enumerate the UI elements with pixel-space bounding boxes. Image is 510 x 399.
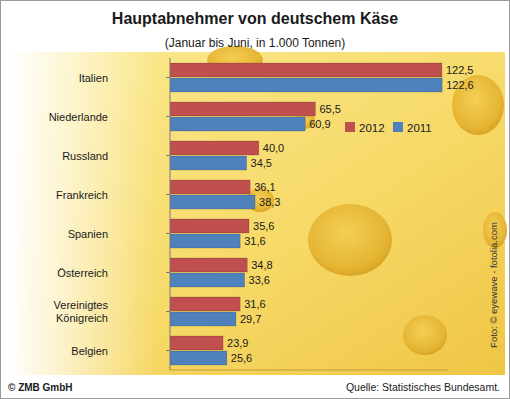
bar [170,63,442,77]
y-tick [166,350,170,351]
source: Quelle: Statistisches Bundesamt. [346,381,500,393]
bar [170,102,315,116]
data-label: 35,6 [253,220,274,232]
category-label: Belgien [71,345,108,357]
photo-credit: Foto: © eyewave - fotolia.com [488,222,499,348]
category-label: Spanien [68,228,108,240]
bars [170,63,442,365]
y-tick [166,116,170,117]
subtitle: (Januar bis Juni, in 1.000 Tonnen) [165,36,346,50]
data-label: 122,6 [446,79,474,91]
legend-label: 2012 [359,122,385,134]
category-label-line: Belgien [71,345,108,357]
category-label: Frankreich [56,189,108,201]
legend-label: 2011 [407,122,432,134]
data-label: 23,9 [227,337,248,349]
category-label-line: Niederlande [49,111,108,123]
data-label: 60,9 [309,118,330,130]
background-photo [8,52,505,375]
cheese-hole [403,315,447,355]
category-label: VereinigtesKönigreich [54,299,109,324]
bar [170,336,223,350]
data-label: 122,5 [446,64,474,76]
y-tick [166,155,170,156]
copyright: © ZMB GmbH [8,382,73,393]
chart: Hauptabnehmer von deutschem Käse (Januar … [0,0,510,399]
bar [170,351,227,365]
bar [170,156,247,170]
data-label: 33,6 [249,274,270,286]
category-label-line: Königreich [56,312,108,324]
background-fade [8,52,158,375]
data-label: 65,5 [319,103,340,115]
y-tick [166,233,170,234]
y-tick [166,77,170,78]
bar [170,312,236,326]
data-label: 31,6 [244,235,265,247]
bar [170,78,442,92]
category-label: Niederlande [49,111,108,123]
y-tick [166,272,170,273]
category-label: Italien [79,72,108,84]
data-label: 36,1 [254,181,275,193]
data-label: 25,6 [231,352,252,364]
x-axis-line [170,370,448,371]
bar [170,258,247,272]
bar [170,117,305,131]
category-label-line: Frankreich [56,189,108,201]
data-label: 40,0 [263,142,284,154]
cheese-hole [308,204,392,276]
data-label: 31,6 [244,298,265,310]
bar [170,273,245,287]
category-label-line: Österreich [57,267,108,279]
title: Hauptabnehmer von deutschem Käse [112,10,398,27]
data-labels: 122,5 65,5 40,0 36,1 35,6 34,8 31,6 23,9 122,6 60… [227,64,474,364]
bar [170,297,240,311]
data-label: 34,5 [251,157,272,169]
data-label: 34,8 [251,259,272,271]
y-axis-line [170,58,171,370]
bar [170,180,250,194]
category-label-line: Italien [79,72,108,84]
category-label-line: Spanien [68,228,108,240]
category-label-line: Vereinigtes [54,299,109,311]
category-label-line: Russland [62,150,108,162]
bar [170,141,259,155]
data-label: 38,3 [259,196,280,208]
bar [170,195,255,209]
bar [170,219,249,233]
legend-swatch [345,122,355,132]
legend-swatch [393,122,403,132]
page: {"chart_data": {"type": "bar", "orientat… [0,0,510,399]
y-tick [166,311,170,312]
y-tick [166,194,170,195]
legend: 2012 2011 [345,122,432,134]
data-label: 29,7 [240,313,261,325]
bar [170,234,240,248]
category-label: Russland [62,150,108,162]
category-label: Österreich [57,267,108,279]
frame [1,1,510,399]
